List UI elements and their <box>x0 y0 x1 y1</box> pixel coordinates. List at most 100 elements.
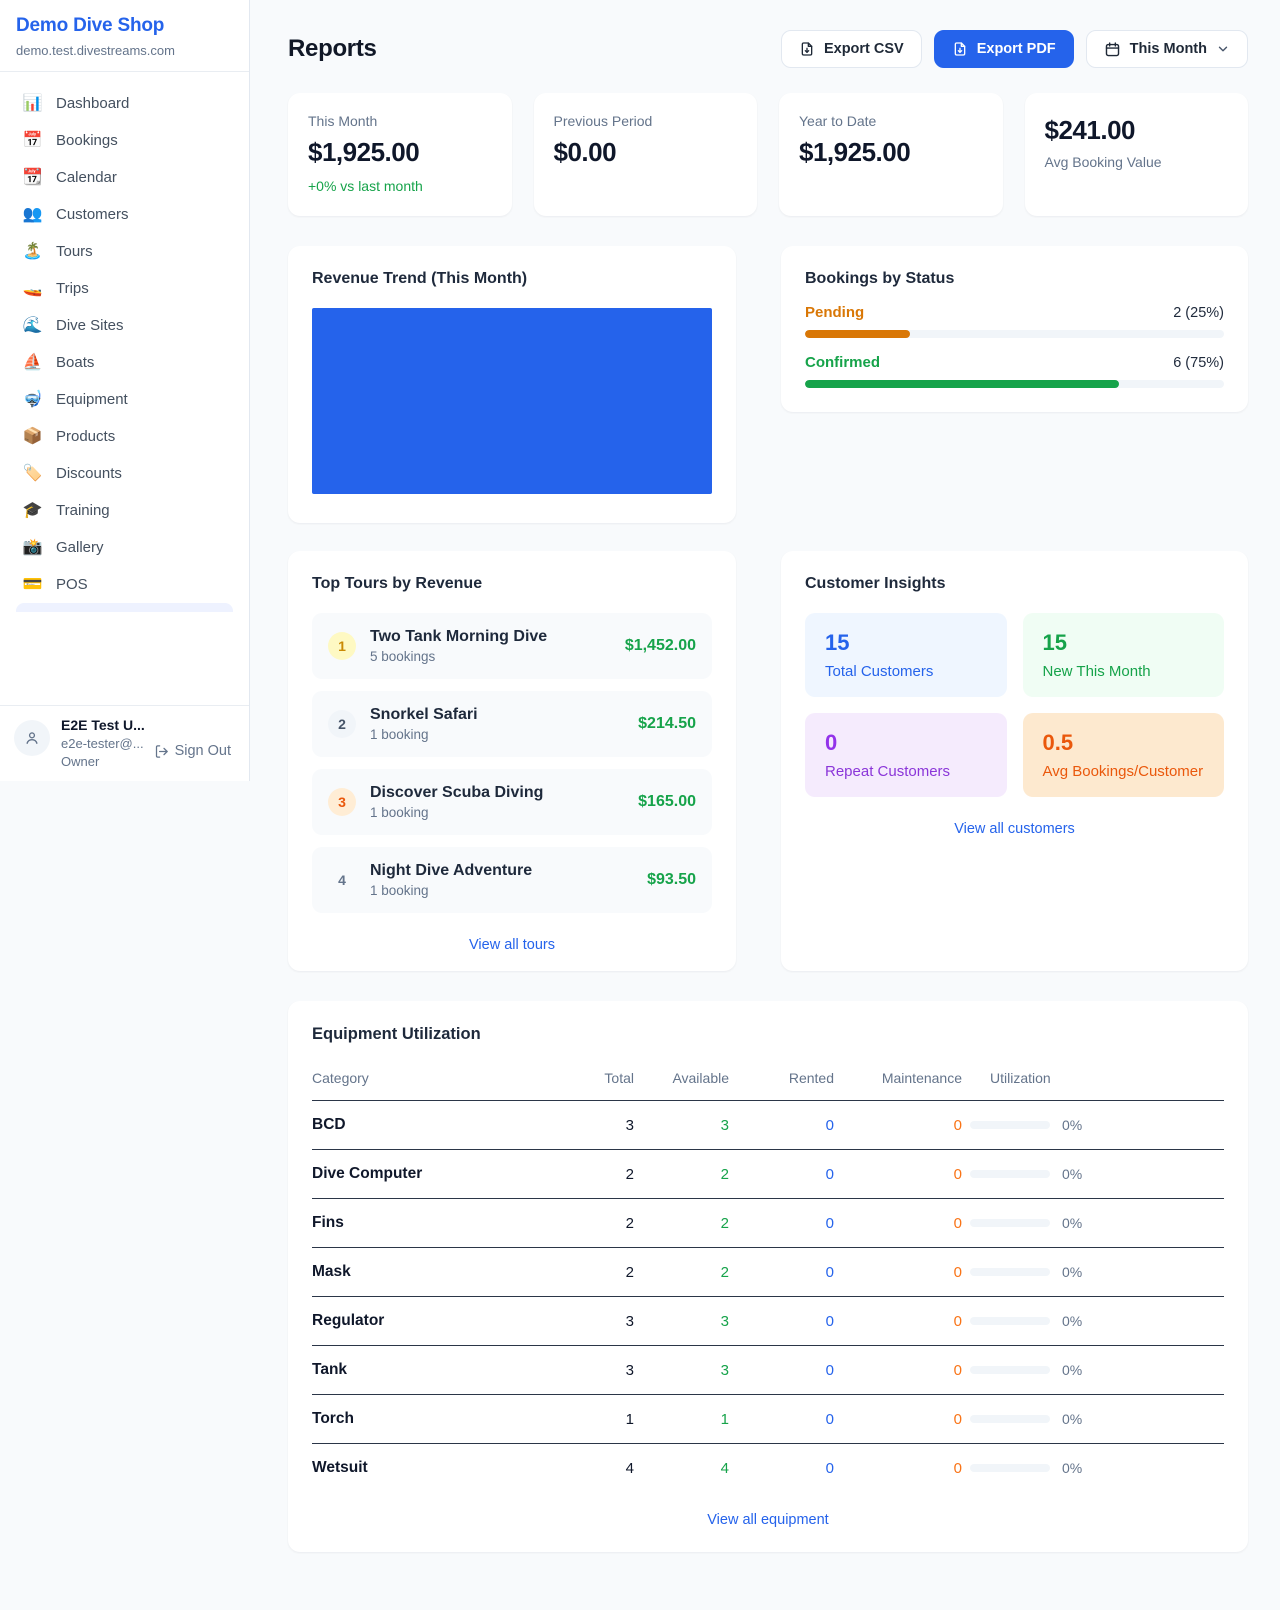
sidebar-item-label: Tours <box>56 243 93 260</box>
status-bar-track <box>805 330 1224 338</box>
stat-label: Year to Date <box>799 113 877 129</box>
utilization-label: 0% <box>1062 1313 1083 1329</box>
sidebar-item-label: Training <box>56 502 110 519</box>
cell-category: BCD <box>312 1116 346 1133</box>
export-csv-button[interactable]: Export CSV <box>780 30 922 68</box>
graduation-cap-icon: 🎓 <box>22 501 43 519</box>
cell-available: 3 <box>720 1312 729 1330</box>
export-pdf-label: Export PDF <box>976 41 1056 57</box>
sidebar-item-pos[interactable]: 💳 POS <box>8 566 241 603</box>
rank-badge: 3 <box>328 788 356 816</box>
tile-label: Avg Bookings/Customer <box>1042 763 1204 780</box>
sidebar-item-label: Equipment <box>56 391 128 408</box>
revenue-trend-chart <box>312 308 712 494</box>
utilization-bar-track <box>970 1366 1050 1374</box>
export-csv-label: Export CSV <box>823 41 904 57</box>
sidebar-item-trips[interactable]: 🚤 Trips <box>8 270 241 307</box>
col-utilization: Utilization <box>990 1070 1051 1086</box>
table-row: BCD 3 3 0 0 0% <box>312 1101 1224 1150</box>
view-all-tours-link[interactable]: View all tours <box>469 937 555 953</box>
export-pdf-button[interactable]: Export PDF <box>933 30 1074 68</box>
sidebar-item-tours[interactable]: 🏝️ Tours <box>8 233 241 270</box>
insights-row: Top Tours by Revenue 1 Two Tank Morning … <box>288 551 1248 971</box>
status-label: Pending <box>805 304 865 321</box>
calendar-outline-icon <box>1104 41 1121 58</box>
utilization-label: 0% <box>1062 1411 1083 1427</box>
sidebar-item-label: Dive Sites <box>56 317 124 334</box>
cell-available: 2 <box>720 1165 729 1183</box>
stat-label: This Month <box>308 113 378 129</box>
cell-category: Torch <box>312 1410 354 1427</box>
col-rented: Rented <box>788 1070 834 1086</box>
status-bar-fill <box>805 330 910 338</box>
sidebar-item-label: POS <box>56 576 88 593</box>
utilization-label: 0% <box>1062 1117 1083 1133</box>
sidebar-item-dive-sites[interactable]: 🌊 Dive Sites <box>8 307 241 344</box>
tour-revenue: $93.50 <box>647 871 696 888</box>
sidebar-item-gallery[interactable]: 📸 Gallery <box>8 529 241 566</box>
sign-out-label: Sign Out <box>174 743 231 759</box>
sidebar-item-equipment[interactable]: 🤿 Equipment <box>8 381 241 418</box>
status-row-confirmed: Confirmed 6 (75%) <box>805 354 1224 388</box>
sidebar-item-dashboard[interactable]: 📊 Dashboard <box>8 85 241 122</box>
sidebar-item-customers[interactable]: 👥 Customers <box>8 196 241 233</box>
status-bar-track <box>805 380 1224 388</box>
col-maintenance: Maintenance <box>881 1070 962 1086</box>
cell-maintenance: 0 <box>953 1312 962 1330</box>
cell-category: Mask <box>312 1263 351 1280</box>
view-all-equipment-link[interactable]: View all equipment <box>707 1512 829 1528</box>
sidebar-item-label: Products <box>56 428 116 445</box>
customer-insights-title: Customer Insights <box>805 575 946 592</box>
rank-badge: 1 <box>328 632 356 660</box>
cell-available: 2 <box>720 1263 729 1281</box>
sidebar-item-label: Boats <box>56 354 95 371</box>
table-row: Tank 3 3 0 0 0% <box>312 1346 1224 1395</box>
cell-total: 2 <box>625 1214 634 1232</box>
utilization-label: 0% <box>1062 1362 1083 1378</box>
view-all-customers-link[interactable]: View all customers <box>954 821 1075 837</box>
tour-name: Snorkel Safari <box>370 706 478 723</box>
sidebar-item-label: Discounts <box>56 465 122 482</box>
cell-maintenance: 0 <box>953 1263 962 1281</box>
stat-label: Avg Booking Value <box>1044 154 1162 170</box>
sidebar-item-boats[interactable]: ⛵ Boats <box>8 344 241 381</box>
utilization-bar-track <box>970 1219 1050 1227</box>
tile-value: 15 <box>1042 630 1067 655</box>
main-content: Reports Export CSV Export PDF <box>250 0 1280 1592</box>
person-icon <box>23 729 41 747</box>
revenue-trend-title: Revenue Trend (This Month) <box>312 270 528 287</box>
sidebar-active-item-partial[interactable] <box>16 603 233 612</box>
cell-utilization: 0% <box>962 1166 1224 1182</box>
cell-available: 3 <box>720 1116 729 1134</box>
stat-card-year-to-date: Year to Date $1,925.00 <box>779 93 1003 216</box>
tour-bookings: 5 bookings <box>370 649 436 664</box>
cell-rented: 0 <box>825 1361 834 1379</box>
col-category: Category <box>312 1070 369 1086</box>
table-row: Torch 1 1 0 0 0% <box>312 1395 1224 1444</box>
status-row-pending: Pending 2 (25%) <box>805 304 1224 338</box>
stat-card-avg-booking-value: $241.00 Avg Booking Value <box>1024 93 1248 216</box>
tour-revenue: $165.00 <box>638 793 696 810</box>
status-count: 6 (75%) <box>1173 355 1224 371</box>
sidebar-item-label: Dashboard <box>56 95 130 112</box>
equipment-table-header: Category Total Available Rented Maintena… <box>312 1062 1224 1101</box>
cell-rented: 0 <box>825 1312 834 1330</box>
sailboat-icon: ⛵ <box>22 353 43 371</box>
chevron-down-icon <box>1216 42 1230 56</box>
cell-utilization: 0% <box>962 1411 1224 1427</box>
table-row: Fins 2 2 0 0 0% <box>312 1199 1224 1248</box>
table-row: Regulator 3 3 0 0 0% <box>312 1297 1224 1346</box>
period-dropdown[interactable]: This Month <box>1085 30 1248 68</box>
utilization-bar-track <box>970 1464 1050 1472</box>
sidebar-item-calendar[interactable]: 📆 Calendar <box>8 159 241 196</box>
cell-total: 1 <box>625 1410 634 1428</box>
sign-out-button[interactable]: Sign Out <box>148 742 237 760</box>
tour-revenue: $214.50 <box>638 715 696 732</box>
sidebar-item-training[interactable]: 🎓 Training <box>8 492 241 529</box>
speedboat-icon: 🚤 <box>22 279 43 297</box>
sidebar-item-discounts[interactable]: 🏷️ Discounts <box>8 455 241 492</box>
tile-label: Total Customers <box>825 663 934 680</box>
period-label: This Month <box>1129 41 1207 57</box>
sidebar-item-bookings[interactable]: 📅 Bookings <box>8 122 241 159</box>
sidebar-item-products[interactable]: 📦 Products <box>8 418 241 455</box>
